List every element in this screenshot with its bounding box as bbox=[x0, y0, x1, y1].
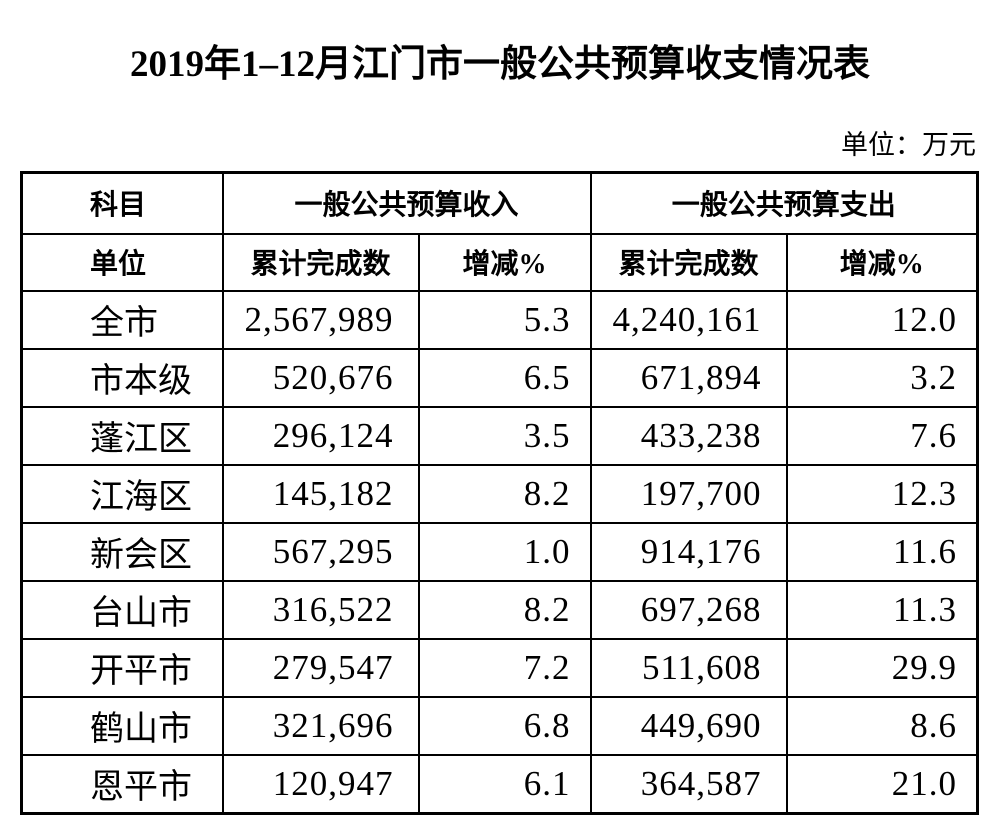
revenue-total-cell: 520,676 bbox=[221, 347, 420, 408]
table-row: 开平市 279,547 7.2 511,608 29.9 bbox=[20, 637, 979, 698]
revenue-change-cell: 3.5 bbox=[417, 405, 592, 466]
budget-table-header: 科目 一般公共预算收入 一般公共预算支出 单位 累计完成数 增减% 累计完成数 … bbox=[20, 171, 979, 292]
region-cell: 恩平市 bbox=[20, 753, 224, 815]
revenue-change-cell: 6.5 bbox=[417, 347, 592, 408]
header-revenue-cumulative: 累计完成数 bbox=[221, 232, 420, 292]
expenditure-total-cell: 697,268 bbox=[589, 579, 788, 640]
expenditure-total-cell: 511,608 bbox=[589, 637, 788, 698]
revenue-change-cell: 6.1 bbox=[417, 753, 592, 815]
revenue-change-cell: 1.0 bbox=[417, 521, 592, 582]
revenue-total-cell: 2,567,989 bbox=[221, 289, 420, 350]
revenue-change-cell: 6.8 bbox=[417, 695, 592, 756]
header-revenue-change: 增减% bbox=[417, 232, 592, 292]
expenditure-total-cell: 433,238 bbox=[589, 405, 788, 466]
expenditure-total-cell: 914,176 bbox=[589, 521, 788, 582]
header-row-groups: 科目 一般公共预算收入 一般公共预算支出 bbox=[20, 171, 979, 235]
expenditure-total-cell: 364,587 bbox=[589, 753, 788, 815]
region-cell: 台山市 bbox=[20, 579, 224, 640]
header-subject: 科目 bbox=[20, 171, 224, 235]
expenditure-change-cell: 12.3 bbox=[785, 463, 979, 524]
budget-table-body: 全市 2,567,989 5.3 4,240,161 12.0 市本级 520,… bbox=[20, 289, 979, 815]
revenue-total-cell: 316,522 bbox=[221, 579, 420, 640]
header-row-columns: 单位 累计完成数 增减% 累计完成数 增减% bbox=[20, 232, 979, 292]
revenue-total-cell: 321,696 bbox=[221, 695, 420, 756]
expenditure-total-cell: 197,700 bbox=[589, 463, 788, 524]
page-title: 2019年1–12月江门市一般公共预算收支情况表 bbox=[130, 44, 870, 85]
region-cell: 开平市 bbox=[20, 637, 224, 698]
revenue-total-cell: 279,547 bbox=[221, 637, 420, 698]
region-cell: 全市 bbox=[20, 289, 224, 350]
revenue-total-cell: 145,182 bbox=[221, 463, 420, 524]
region-cell: 江海区 bbox=[20, 463, 224, 524]
expenditure-total-cell: 671,894 bbox=[589, 347, 788, 408]
table-row: 全市 2,567,989 5.3 4,240,161 12.0 bbox=[20, 289, 979, 350]
region-cell: 鹤山市 bbox=[20, 695, 224, 756]
revenue-change-cell: 8.2 bbox=[417, 579, 592, 640]
table-row: 江海区 145,182 8.2 197,700 12.3 bbox=[20, 463, 979, 524]
header-unit: 单位 bbox=[20, 232, 224, 292]
region-cell: 市本级 bbox=[20, 347, 224, 408]
unit-label-row: 单位：万元 bbox=[20, 129, 976, 161]
table-row: 鹤山市 321,696 6.8 449,690 8.6 bbox=[20, 695, 979, 756]
table-row: 新会区 567,295 1.0 914,176 11.6 bbox=[20, 521, 979, 582]
table-row: 蓬江区 296,124 3.5 433,238 7.6 bbox=[20, 405, 979, 466]
header-expenditure-change: 增减% bbox=[785, 232, 979, 292]
revenue-total-cell: 296,124 bbox=[221, 405, 420, 466]
header-expenditure-group: 一般公共预算支出 bbox=[589, 171, 979, 235]
header-expenditure-cumulative: 累计完成数 bbox=[589, 232, 788, 292]
expenditure-change-cell: 12.0 bbox=[785, 289, 979, 350]
table-row: 恩平市 120,947 6.1 364,587 21.0 bbox=[20, 753, 979, 815]
revenue-change-cell: 5.3 bbox=[417, 289, 592, 350]
expenditure-change-cell: 3.2 bbox=[785, 347, 979, 408]
expenditure-change-cell: 11.6 bbox=[785, 521, 979, 582]
expenditure-change-cell: 8.6 bbox=[785, 695, 979, 756]
table-row: 台山市 316,522 8.2 697,268 11.3 bbox=[20, 579, 979, 640]
revenue-total-cell: 567,295 bbox=[221, 521, 420, 582]
expenditure-change-cell: 7.6 bbox=[785, 405, 979, 466]
expenditure-total-cell: 4,240,161 bbox=[589, 289, 788, 350]
revenue-change-cell: 8.2 bbox=[417, 463, 592, 524]
budget-table: 科目 一般公共预算收入 一般公共预算支出 单位 累计完成数 增减% 累计完成数 … bbox=[20, 170, 979, 815]
region-cell: 新会区 bbox=[20, 521, 224, 582]
expenditure-change-cell: 11.3 bbox=[785, 579, 979, 640]
revenue-change-cell: 7.2 bbox=[417, 637, 592, 698]
expenditure-total-cell: 449,690 bbox=[589, 695, 788, 756]
expenditure-change-cell: 29.9 bbox=[785, 637, 979, 698]
header-revenue-group: 一般公共预算收入 bbox=[221, 171, 592, 235]
table-row: 市本级 520,676 6.5 671,894 3.2 bbox=[20, 347, 979, 408]
expenditure-change-cell: 21.0 bbox=[785, 753, 979, 815]
region-cell: 蓬江区 bbox=[20, 405, 224, 466]
revenue-total-cell: 120,947 bbox=[221, 753, 420, 815]
unit-label: 单位：万元 bbox=[841, 129, 976, 160]
